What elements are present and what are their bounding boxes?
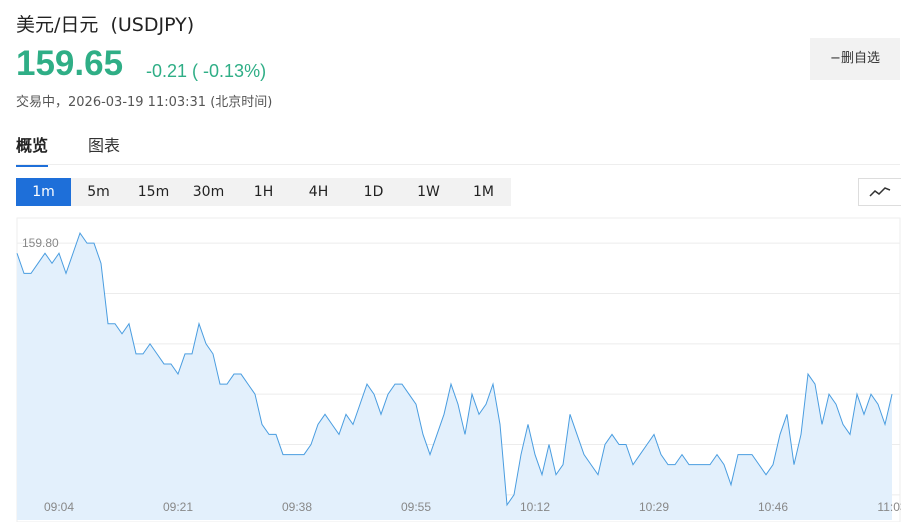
interval[interactable]: 1D bbox=[363, 184, 384, 200]
change-pct: ( -0.13%) bbox=[192, 61, 267, 81]
interval[interactable]: 1H bbox=[253, 184, 274, 200]
x-tick-label: 09:04 bbox=[44, 500, 74, 514]
status: 交易中，2026-03-19 11:03:31 (北京时间) bbox=[16, 95, 273, 110]
x-tick-label: 09:21 bbox=[163, 500, 193, 514]
x-tick-label: 10:29 bbox=[639, 500, 669, 514]
x-tick-label: 10:46 bbox=[758, 500, 788, 514]
interval[interactable]: 5m bbox=[87, 184, 110, 200]
tab[interactable]: 概览 bbox=[16, 132, 49, 167]
interval[interactable]: 30m bbox=[192, 184, 225, 200]
change: -0.21 ( -0.13%) bbox=[146, 61, 266, 82]
price: 159.65 bbox=[16, 44, 124, 83]
tabs: 概览 图表 bbox=[16, 132, 120, 167]
interval[interactable]: 1m bbox=[16, 178, 71, 206]
watchlist-button[interactable]: −删自选 bbox=[810, 38, 900, 80]
line bbox=[16, 232, 893, 507]
divider bbox=[16, 164, 900, 165]
interval[interactable]: 4H bbox=[308, 184, 329, 200]
x-tick-label: 09:38 bbox=[282, 500, 312, 514]
interval[interactable]: 1W bbox=[417, 184, 440, 200]
interval[interactable]: 15m bbox=[137, 184, 170, 200]
change-value: -0.21 bbox=[146, 61, 188, 81]
x-tick-label: 09:55 bbox=[401, 500, 431, 514]
x-tick-label: 10:12 bbox=[520, 500, 550, 514]
x-tick-label: 11:03 bbox=[877, 500, 901, 514]
tab[interactable]: 图表 bbox=[88, 136, 121, 155]
interval[interactable]: 1M bbox=[473, 184, 494, 200]
tool-icon bbox=[869, 187, 891, 197]
title: 美元/日元 (USDJPY) bbox=[16, 14, 195, 36]
chart-tool[interactable] bbox=[858, 178, 901, 206]
y-tick-label: 159.80 bbox=[22, 236, 59, 250]
interval-bar: 1m 5m 15m 30m 1H 4H 1D 1W 1M bbox=[16, 178, 511, 206]
area bbox=[17, 233, 892, 520]
